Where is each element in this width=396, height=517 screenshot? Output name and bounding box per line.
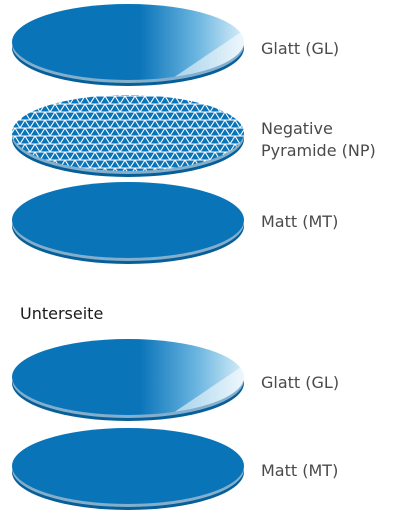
disc-glatt-top [12,4,244,86]
section-heading-unterseite: Unterseite [20,304,104,323]
disc-matt-top [12,182,244,264]
label-glatt-top: Glatt (GL) [261,39,340,58]
disc-matt-bottom [12,428,244,510]
label-negative-line2: Pyramide (NP) [261,141,376,160]
label-negative-line1: Negative [261,119,333,138]
label-matt-top: Matt (MT) [261,212,339,231]
disc-negative-pyramide [12,95,244,177]
disc-glatt-bottom [12,339,244,421]
label-matt-bottom: Matt (MT) [261,461,339,480]
label-glatt-bottom: Glatt (GL) [261,373,340,392]
